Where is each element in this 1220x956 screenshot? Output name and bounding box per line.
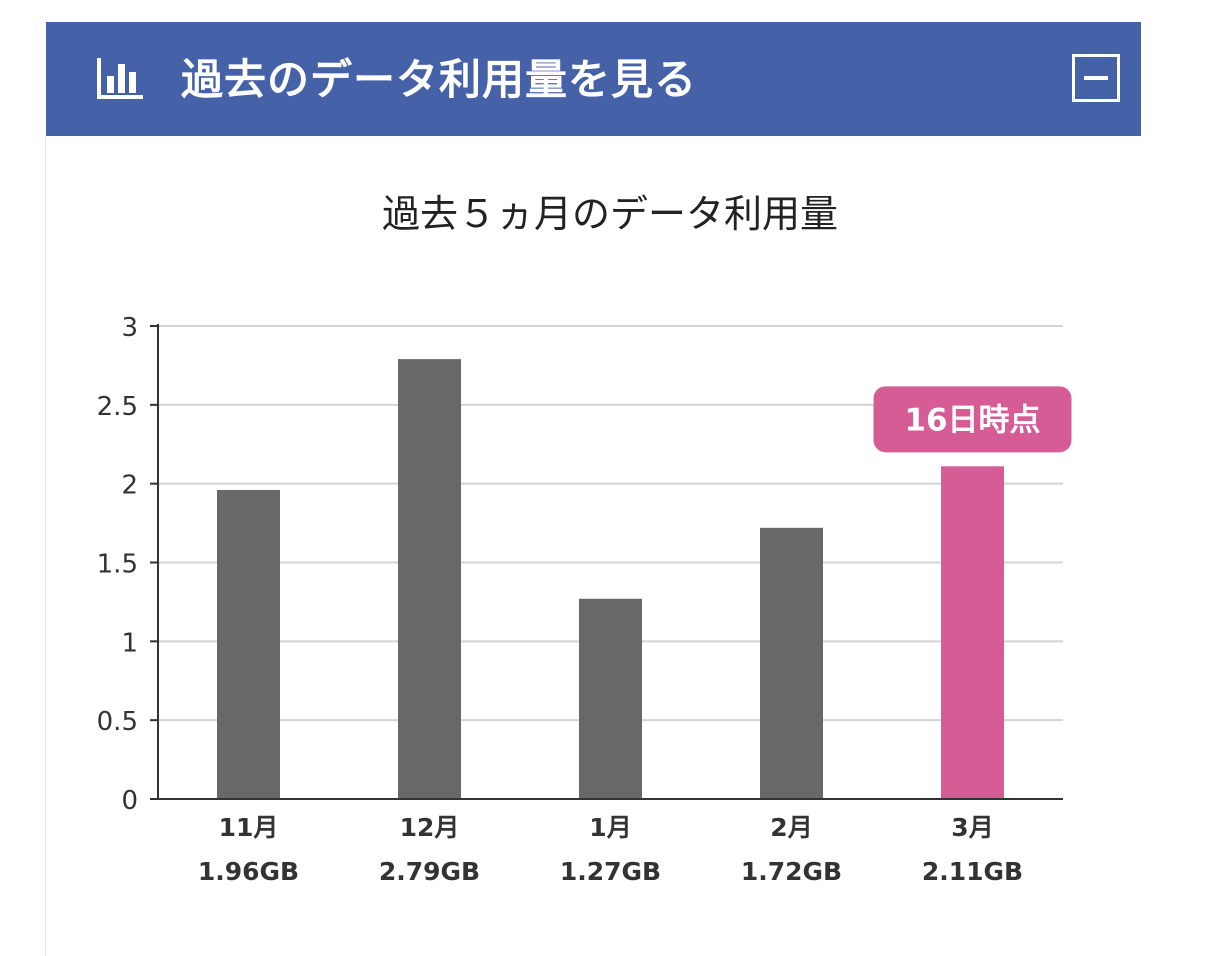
chart-title: 過去５ヵ月のデータ利用量 xyxy=(381,192,838,236)
highlight-badge-label: 16日時点 xyxy=(904,402,1040,438)
content-left-border xyxy=(45,136,46,956)
y-tick-label: 0 xyxy=(121,786,138,816)
x-tick-label: 12月 xyxy=(400,813,460,842)
y-tick-label: 2.5 xyxy=(97,392,138,422)
x-tick-label: 3月 xyxy=(951,813,993,842)
data-label: 1.72GB xyxy=(741,857,842,886)
y-tick-label: 0.5 xyxy=(97,707,138,737)
y-tick-label: 1.5 xyxy=(97,550,138,580)
data-label: 2.79GB xyxy=(379,857,480,886)
x-tick-label: 11月 xyxy=(219,813,279,842)
bar xyxy=(941,466,1004,799)
y-tick-label: 1 xyxy=(121,628,138,658)
minus-icon xyxy=(1084,76,1108,80)
highlight-badge xyxy=(873,386,1072,453)
data-label: 1.27GB xyxy=(560,857,661,886)
y-tick-label: 2 xyxy=(121,471,138,501)
data-label: 1.96GB xyxy=(198,857,299,886)
collapse-button[interactable] xyxy=(1072,54,1120,102)
x-tick-label: 1月 xyxy=(589,813,631,842)
x-tick-label: 2月 xyxy=(770,813,812,842)
bar-chart-icon xyxy=(97,58,143,99)
bar xyxy=(217,489,280,799)
y-tick-label: 3 xyxy=(121,313,138,343)
bar xyxy=(760,527,823,799)
section-title: 過去のデータ利用量を見る xyxy=(181,55,698,104)
bar xyxy=(579,598,642,799)
data-usage-history-header[interactable]: 過去のデータ利用量を見る xyxy=(46,22,1141,136)
bar xyxy=(398,359,461,799)
data-label: 2.11GB xyxy=(922,857,1023,886)
